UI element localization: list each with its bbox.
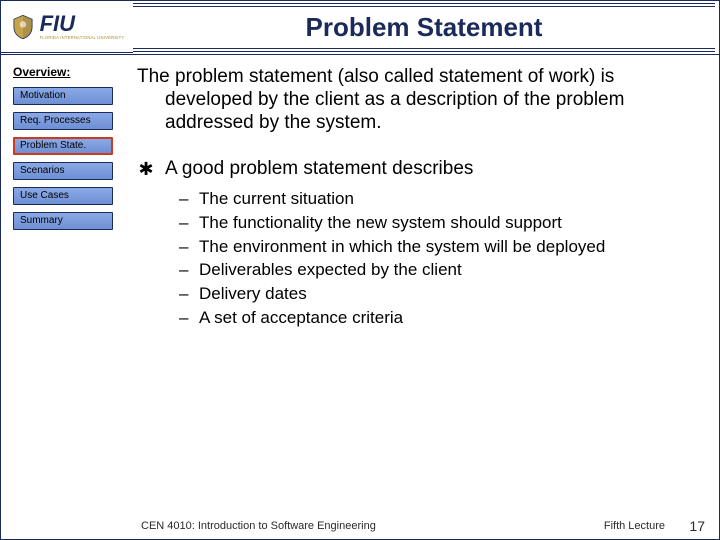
intro-paragraph-text: The problem statement (also called state… bbox=[137, 65, 691, 135]
list-item: –The functionality the new system should… bbox=[179, 212, 691, 234]
footer: CEN 4010: Introduction to Software Engin… bbox=[1, 513, 719, 539]
title-bar: Problem Statement bbox=[133, 3, 715, 52]
sidebar-item-req-processes[interactable]: Req. Processes bbox=[13, 112, 113, 130]
logo-fullname: FLORIDA INTERNATIONAL UNIVERSITY bbox=[40, 35, 125, 40]
list-item: –A set of acceptance criteria bbox=[179, 307, 691, 329]
sidebar-item-scenarios[interactable]: Scenarios bbox=[13, 162, 113, 180]
list-item-text: Delivery dates bbox=[199, 283, 307, 305]
sidebar-item-summary[interactable]: Summary bbox=[13, 212, 113, 230]
list-item: –Delivery dates bbox=[179, 283, 691, 305]
sidebar-item-motivation[interactable]: Motivation bbox=[13, 87, 113, 105]
footer-course: CEN 4010: Introduction to Software Engin… bbox=[141, 520, 545, 532]
sidebar-item-use-cases[interactable]: Use Cases bbox=[13, 187, 113, 205]
dash-icon: – bbox=[179, 188, 191, 210]
list-item-text: A set of acceptance criteria bbox=[199, 307, 403, 329]
dash-icon: – bbox=[179, 236, 191, 258]
list-item: –The environment in which the system wil… bbox=[179, 236, 691, 258]
bullet-text: A good problem statement describes bbox=[165, 157, 473, 181]
dash-icon: – bbox=[179, 283, 191, 305]
dash-icon: – bbox=[179, 307, 191, 329]
content: The problem statement (also called state… bbox=[133, 55, 719, 515]
university-crest-icon bbox=[10, 14, 36, 40]
dash-icon: – bbox=[179, 212, 191, 234]
dash-icon: – bbox=[179, 259, 191, 281]
bullet-row: ✱ A good problem statement describes bbox=[137, 157, 691, 181]
header: FIU FLORIDA INTERNATIONAL UNIVERSITY Pro… bbox=[1, 1, 719, 55]
sidebar: Overview: Motivation Req. Processes Prob… bbox=[1, 55, 133, 515]
sub-list: –The current situation –The functionalit… bbox=[137, 188, 691, 329]
list-item: –The current situation bbox=[179, 188, 691, 210]
list-item-text: Deliverables expected by the client bbox=[199, 259, 462, 281]
list-item-text: The environment in which the system will… bbox=[199, 236, 605, 258]
list-item: –Deliverables expected by the client bbox=[179, 259, 691, 281]
sidebar-item-problem-state[interactable]: Problem State. bbox=[13, 137, 113, 155]
footer-lecture: Fifth Lecture bbox=[545, 520, 665, 532]
page-title: Problem Statement bbox=[306, 12, 543, 43]
body: Overview: Motivation Req. Processes Prob… bbox=[1, 55, 719, 515]
footer-page-number: 17 bbox=[665, 518, 705, 534]
logo: FIU FLORIDA INTERNATIONAL UNIVERSITY bbox=[10, 13, 125, 40]
intro-paragraph: The problem statement (also called state… bbox=[137, 65, 691, 135]
list-item-text: The current situation bbox=[199, 188, 354, 210]
slide: FIU FLORIDA INTERNATIONAL UNIVERSITY Pro… bbox=[0, 0, 720, 540]
logo-text: FIU FLORIDA INTERNATIONAL UNIVERSITY bbox=[40, 13, 125, 40]
bullet-icon: ✱ bbox=[137, 157, 155, 181]
list-item-text: The functionality the new system should … bbox=[199, 212, 562, 234]
logo-abbrev: FIU bbox=[40, 13, 125, 35]
sidebar-heading: Overview: bbox=[13, 65, 123, 79]
logo-box: FIU FLORIDA INTERNATIONAL UNIVERSITY bbox=[1, 1, 133, 55]
